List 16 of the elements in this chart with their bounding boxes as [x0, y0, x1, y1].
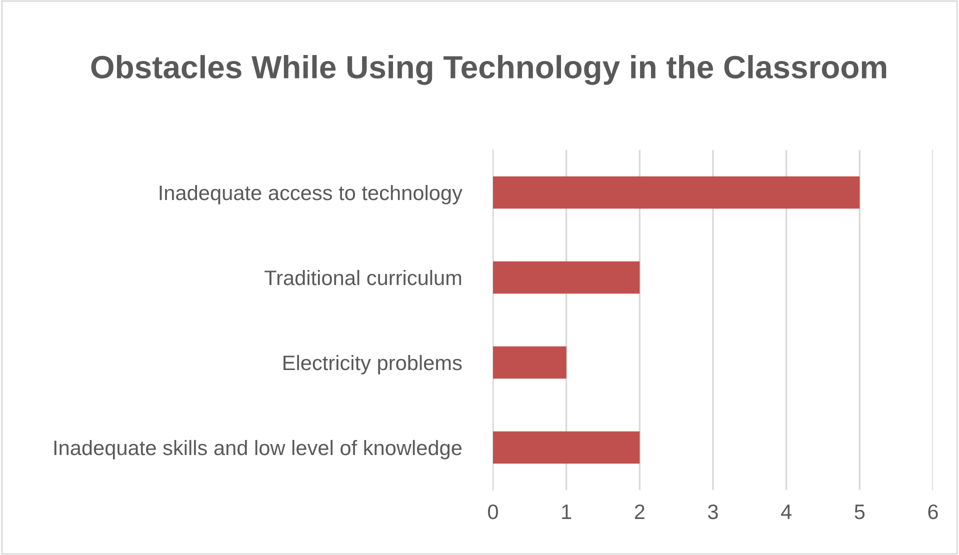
y-tick-label: Electricity problems [284, 354, 462, 374]
bar [493, 261, 640, 294]
y-tick-label: Traditional curriculum [264, 270, 462, 286]
y-tick-label: Inadequate access to technology [160, 184, 462, 204]
x-tick-label: 4 [781, 504, 792, 519]
chart-title: Obstacles While Using Technology in the Classroom [91, 55, 886, 85]
x-tick-label: 6 [928, 504, 938, 520]
x-tick-label: 1 [562, 504, 572, 519]
bar [493, 431, 640, 464]
x-tick-label: 5 [854, 504, 865, 520]
bar [493, 176, 860, 209]
y-tick-label: Inadequate skills and low level of knowledge [54, 440, 462, 460]
bar [493, 346, 566, 379]
x-tick-label: 2 [634, 504, 644, 519]
x-tick-label: 3 [708, 504, 718, 520]
x-tick-label: 0 [488, 504, 498, 520]
